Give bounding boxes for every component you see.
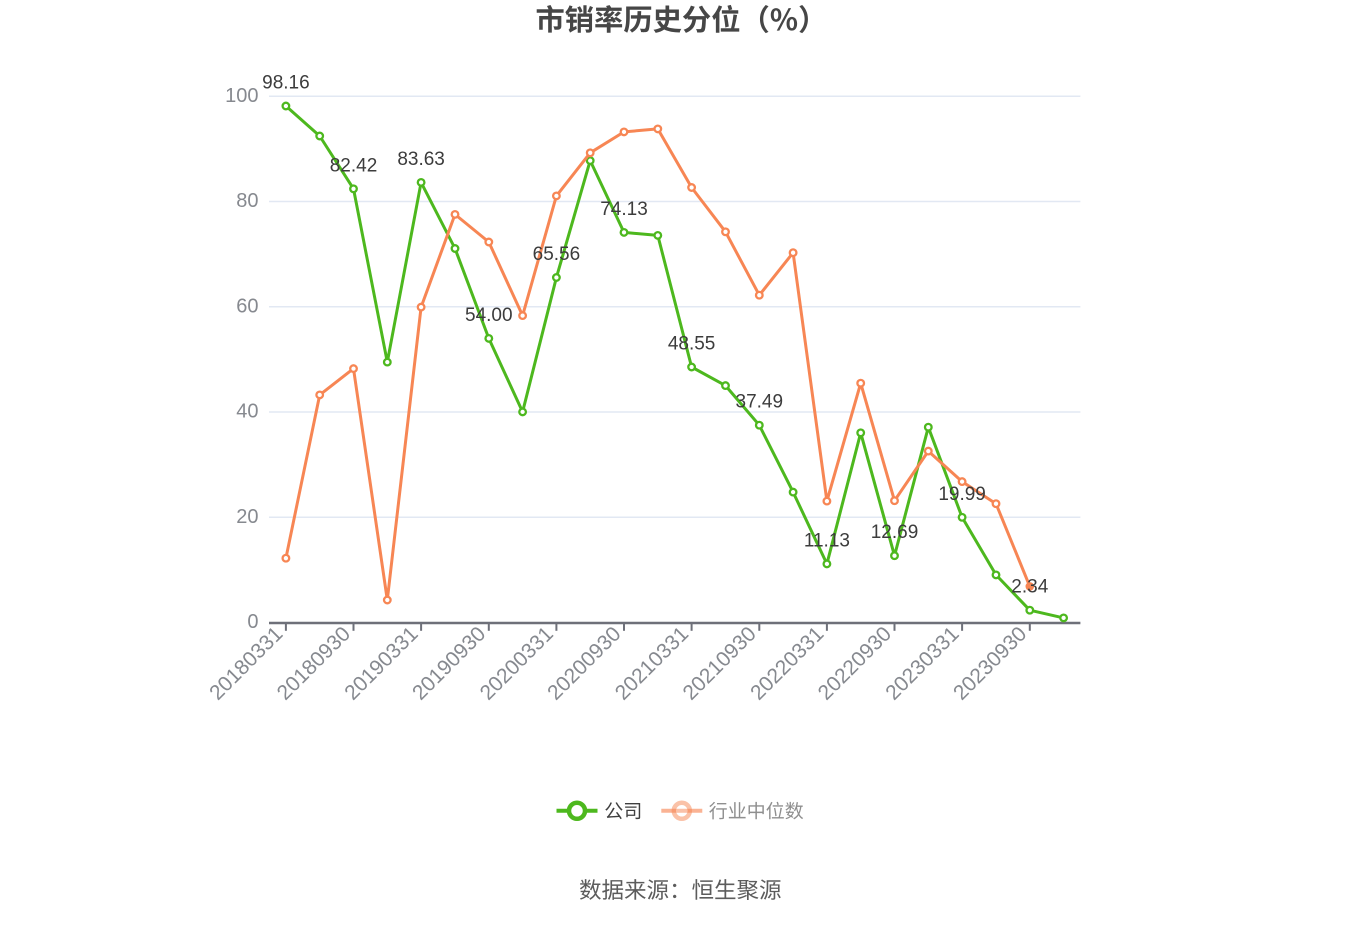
svg-text:11.13: 11.13 xyxy=(804,530,850,551)
svg-text:0: 0 xyxy=(247,611,258,633)
svg-text:74.13: 74.13 xyxy=(600,199,648,220)
svg-text:40: 40 xyxy=(236,401,258,423)
svg-text:98.16: 98.16 xyxy=(262,73,310,94)
svg-text:48.55: 48.55 xyxy=(668,334,716,355)
svg-text:80: 80 xyxy=(236,190,258,212)
svg-text:2.34: 2.34 xyxy=(1011,577,1048,598)
svg-text:65.56: 65.56 xyxy=(533,244,581,265)
svg-text:37.49: 37.49 xyxy=(736,392,784,413)
svg-text:54.00: 54.00 xyxy=(465,305,513,326)
svg-text:82.42: 82.42 xyxy=(330,155,378,176)
svg-text:83.63: 83.63 xyxy=(397,149,445,170)
svg-text:19.99: 19.99 xyxy=(938,484,986,505)
svg-text:12.69: 12.69 xyxy=(871,522,919,543)
svg-text:60: 60 xyxy=(236,295,258,317)
svg-text:20: 20 xyxy=(236,506,258,528)
svg-text:100: 100 xyxy=(225,85,258,107)
